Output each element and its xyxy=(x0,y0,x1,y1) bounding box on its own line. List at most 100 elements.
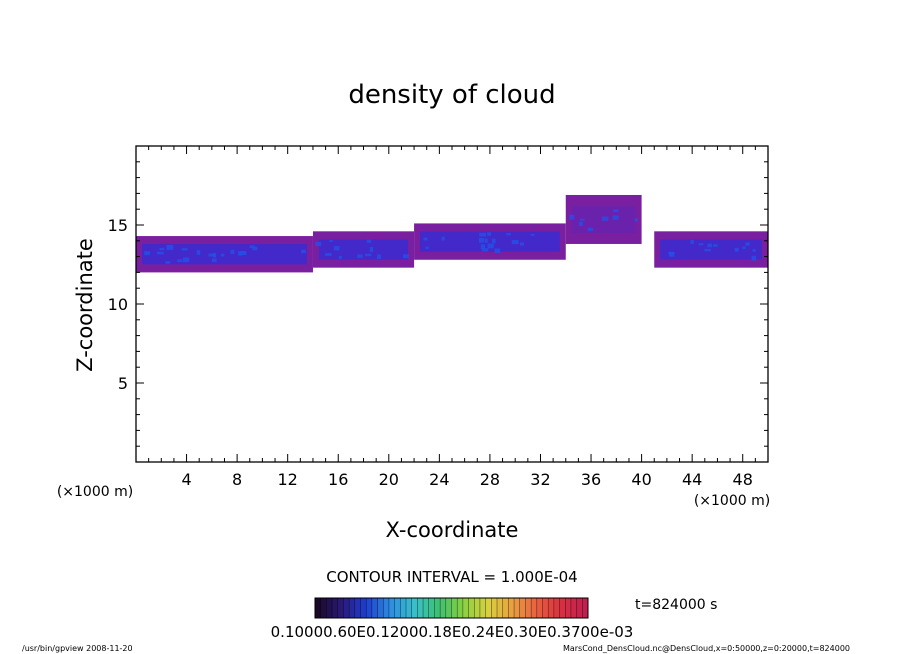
colorbar-segment xyxy=(462,598,470,618)
x-tick-label: 8 xyxy=(232,470,242,489)
cloud-cell xyxy=(329,239,333,243)
cloud-cell xyxy=(668,251,675,257)
colorbar-segment xyxy=(536,598,543,618)
cloud-cell xyxy=(487,243,494,249)
cloud-cell xyxy=(742,246,746,250)
cloud-cell xyxy=(423,237,428,241)
colorbar-segment xyxy=(326,598,333,618)
cloud-cell xyxy=(578,221,583,227)
colorbar-segment xyxy=(411,598,418,618)
cloud-cell xyxy=(580,218,585,221)
cloud-cell xyxy=(479,232,486,237)
colorbar-segment xyxy=(332,598,339,618)
cloud-cell xyxy=(325,253,332,256)
cloud-cell xyxy=(182,257,190,263)
cloud-cell xyxy=(144,251,150,256)
colorbar-segment xyxy=(548,598,555,618)
colorbar-segment xyxy=(423,598,430,618)
cloud-cell xyxy=(734,247,739,252)
cloud-cell xyxy=(181,248,188,251)
cloud-cell xyxy=(707,243,713,248)
colorbar-segment xyxy=(349,598,356,618)
cloud-cell xyxy=(230,249,235,255)
colorbar-segment xyxy=(366,598,373,618)
colorbar-segment xyxy=(508,598,515,618)
colorbar-segment xyxy=(519,598,526,618)
cloud-cell xyxy=(690,239,694,245)
cloud-cell xyxy=(441,236,445,241)
colorbar-segment xyxy=(320,598,327,618)
y-tick-label: 15 xyxy=(108,216,128,235)
cloud-cell xyxy=(506,232,511,236)
colorbar-labels: 0.10000.60E0.12000.18E0.24E0.30E0.3700e-… xyxy=(271,623,634,641)
colorbar-segment xyxy=(497,598,504,618)
x-tick-label: 16 xyxy=(328,470,348,489)
cloud-cell xyxy=(634,218,638,222)
cloud-cell xyxy=(166,244,174,250)
cloud-cell xyxy=(480,244,486,250)
x-unit-left: (×1000 m) xyxy=(57,484,133,500)
cloud-cell xyxy=(425,246,429,249)
cloud-cell xyxy=(165,261,171,264)
cloud-cell xyxy=(481,248,489,252)
cloud-cell xyxy=(369,246,374,252)
colorbar-segment xyxy=(428,598,435,618)
colorbar-segment xyxy=(582,598,589,618)
colorbar-segment xyxy=(434,598,441,618)
cloud-cell xyxy=(315,241,322,247)
colorbar-segment xyxy=(354,598,361,618)
colorbar-segment xyxy=(542,598,549,618)
colorbar-segment xyxy=(479,598,487,618)
x-tick-label: 20 xyxy=(379,470,399,489)
plot-frame xyxy=(135,145,769,463)
cloud-cell xyxy=(698,243,704,246)
x-unit-right: (×1000 m) xyxy=(694,493,770,509)
colorbar-segment xyxy=(417,598,424,618)
colorbar-segment xyxy=(400,598,407,618)
colorbar-segment xyxy=(531,598,538,618)
x-axis-label: X-coordinate xyxy=(386,518,519,542)
cloud-band-inner xyxy=(318,239,409,260)
colorbar-segment xyxy=(474,598,481,618)
y-tick-label: 10 xyxy=(108,295,128,314)
cloud-band xyxy=(654,231,768,268)
cloud-cell xyxy=(612,215,619,220)
colorbar-segment xyxy=(440,598,447,618)
cloud-cell xyxy=(249,245,255,249)
cloud-cell xyxy=(156,251,164,255)
colorbar-segment xyxy=(514,598,521,618)
cloud-cell xyxy=(365,253,372,257)
colorbar-segment xyxy=(525,598,532,618)
cloud-cell xyxy=(601,216,609,221)
x-tick-label: 24 xyxy=(429,470,449,489)
cloud-cell xyxy=(704,248,711,252)
cloud-cell xyxy=(196,250,201,255)
cloud-cell xyxy=(511,240,519,245)
colorbar-segment xyxy=(343,598,350,618)
cloud-cell xyxy=(487,232,492,236)
colorbar-segment xyxy=(406,598,413,618)
cloud-cell xyxy=(177,259,183,263)
cloud-cell xyxy=(252,246,258,251)
cloud-band-inner xyxy=(660,239,762,260)
colorbar-segment xyxy=(491,598,498,618)
colorbar-segment xyxy=(337,598,344,618)
y-axis-label: Z-coordinate xyxy=(73,238,97,372)
x-tick-label: 32 xyxy=(530,470,550,489)
x-tick-label: 4 xyxy=(181,470,191,489)
cloud-cell xyxy=(377,254,382,259)
cloud-cell xyxy=(751,255,757,261)
x-tick-label: 12 xyxy=(278,470,298,489)
x-tick-label: 40 xyxy=(631,470,651,489)
colorbar-segment xyxy=(377,598,384,618)
cloud-cell xyxy=(211,258,217,262)
cloud-band xyxy=(136,236,313,273)
contour-interval: CONTOUR INTERVAL = 1.000E-04 xyxy=(326,568,577,586)
colorbar-segment xyxy=(559,598,566,618)
colorbar-segment xyxy=(468,598,475,618)
colorbar-segment xyxy=(315,598,322,618)
cloud-cell xyxy=(492,238,496,244)
colorbar-segment xyxy=(451,598,458,618)
colorbar-segment xyxy=(445,598,452,618)
